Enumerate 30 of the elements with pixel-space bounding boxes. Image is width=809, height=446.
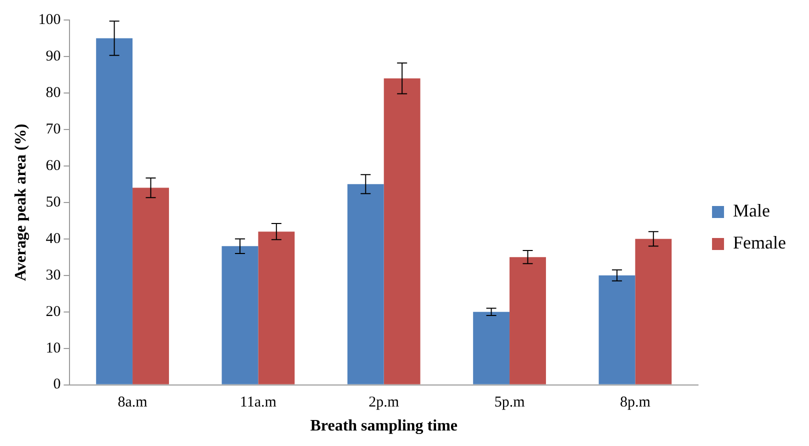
x-tick-label: 11a.m: [240, 394, 277, 411]
y-tick-label: 60: [46, 158, 61, 174]
bar: [598, 275, 636, 384]
bar: [473, 312, 510, 384]
bar: [384, 78, 420, 384]
bar: [510, 257, 546, 384]
y-tick-label: 40: [46, 230, 61, 247]
bar: [132, 188, 169, 384]
y-tick-label: 10: [46, 340, 61, 356]
bar: [258, 232, 295, 384]
y-tick-label: 70: [46, 121, 61, 138]
y-tick-label: 100: [38, 12, 61, 28]
bar: [347, 184, 384, 384]
bar: [96, 38, 133, 384]
y-tick-label: 90: [46, 48, 61, 64]
x-tick-label: 5p.m: [494, 394, 526, 411]
bar: [222, 246, 258, 384]
bar: [635, 238, 672, 384]
y-tick-label: 80: [46, 84, 61, 101]
x-tick-label: 2p.m: [368, 394, 400, 411]
y-tick-label: 20: [46, 304, 61, 320]
legend-label: Female: [733, 232, 786, 253]
x-axis-title: Breath sampling time: [310, 418, 458, 435]
x-tick-label: 8p.m: [620, 394, 651, 411]
x-tick-label: 8a.m: [118, 394, 148, 411]
y-tick-label: 50: [46, 194, 61, 210]
legend-label: Male: [733, 200, 770, 221]
y-tick-label: 30: [46, 267, 61, 284]
y-tick-label: 0: [53, 376, 61, 393]
y-axis-title: Average peak area (%): [12, 124, 30, 281]
